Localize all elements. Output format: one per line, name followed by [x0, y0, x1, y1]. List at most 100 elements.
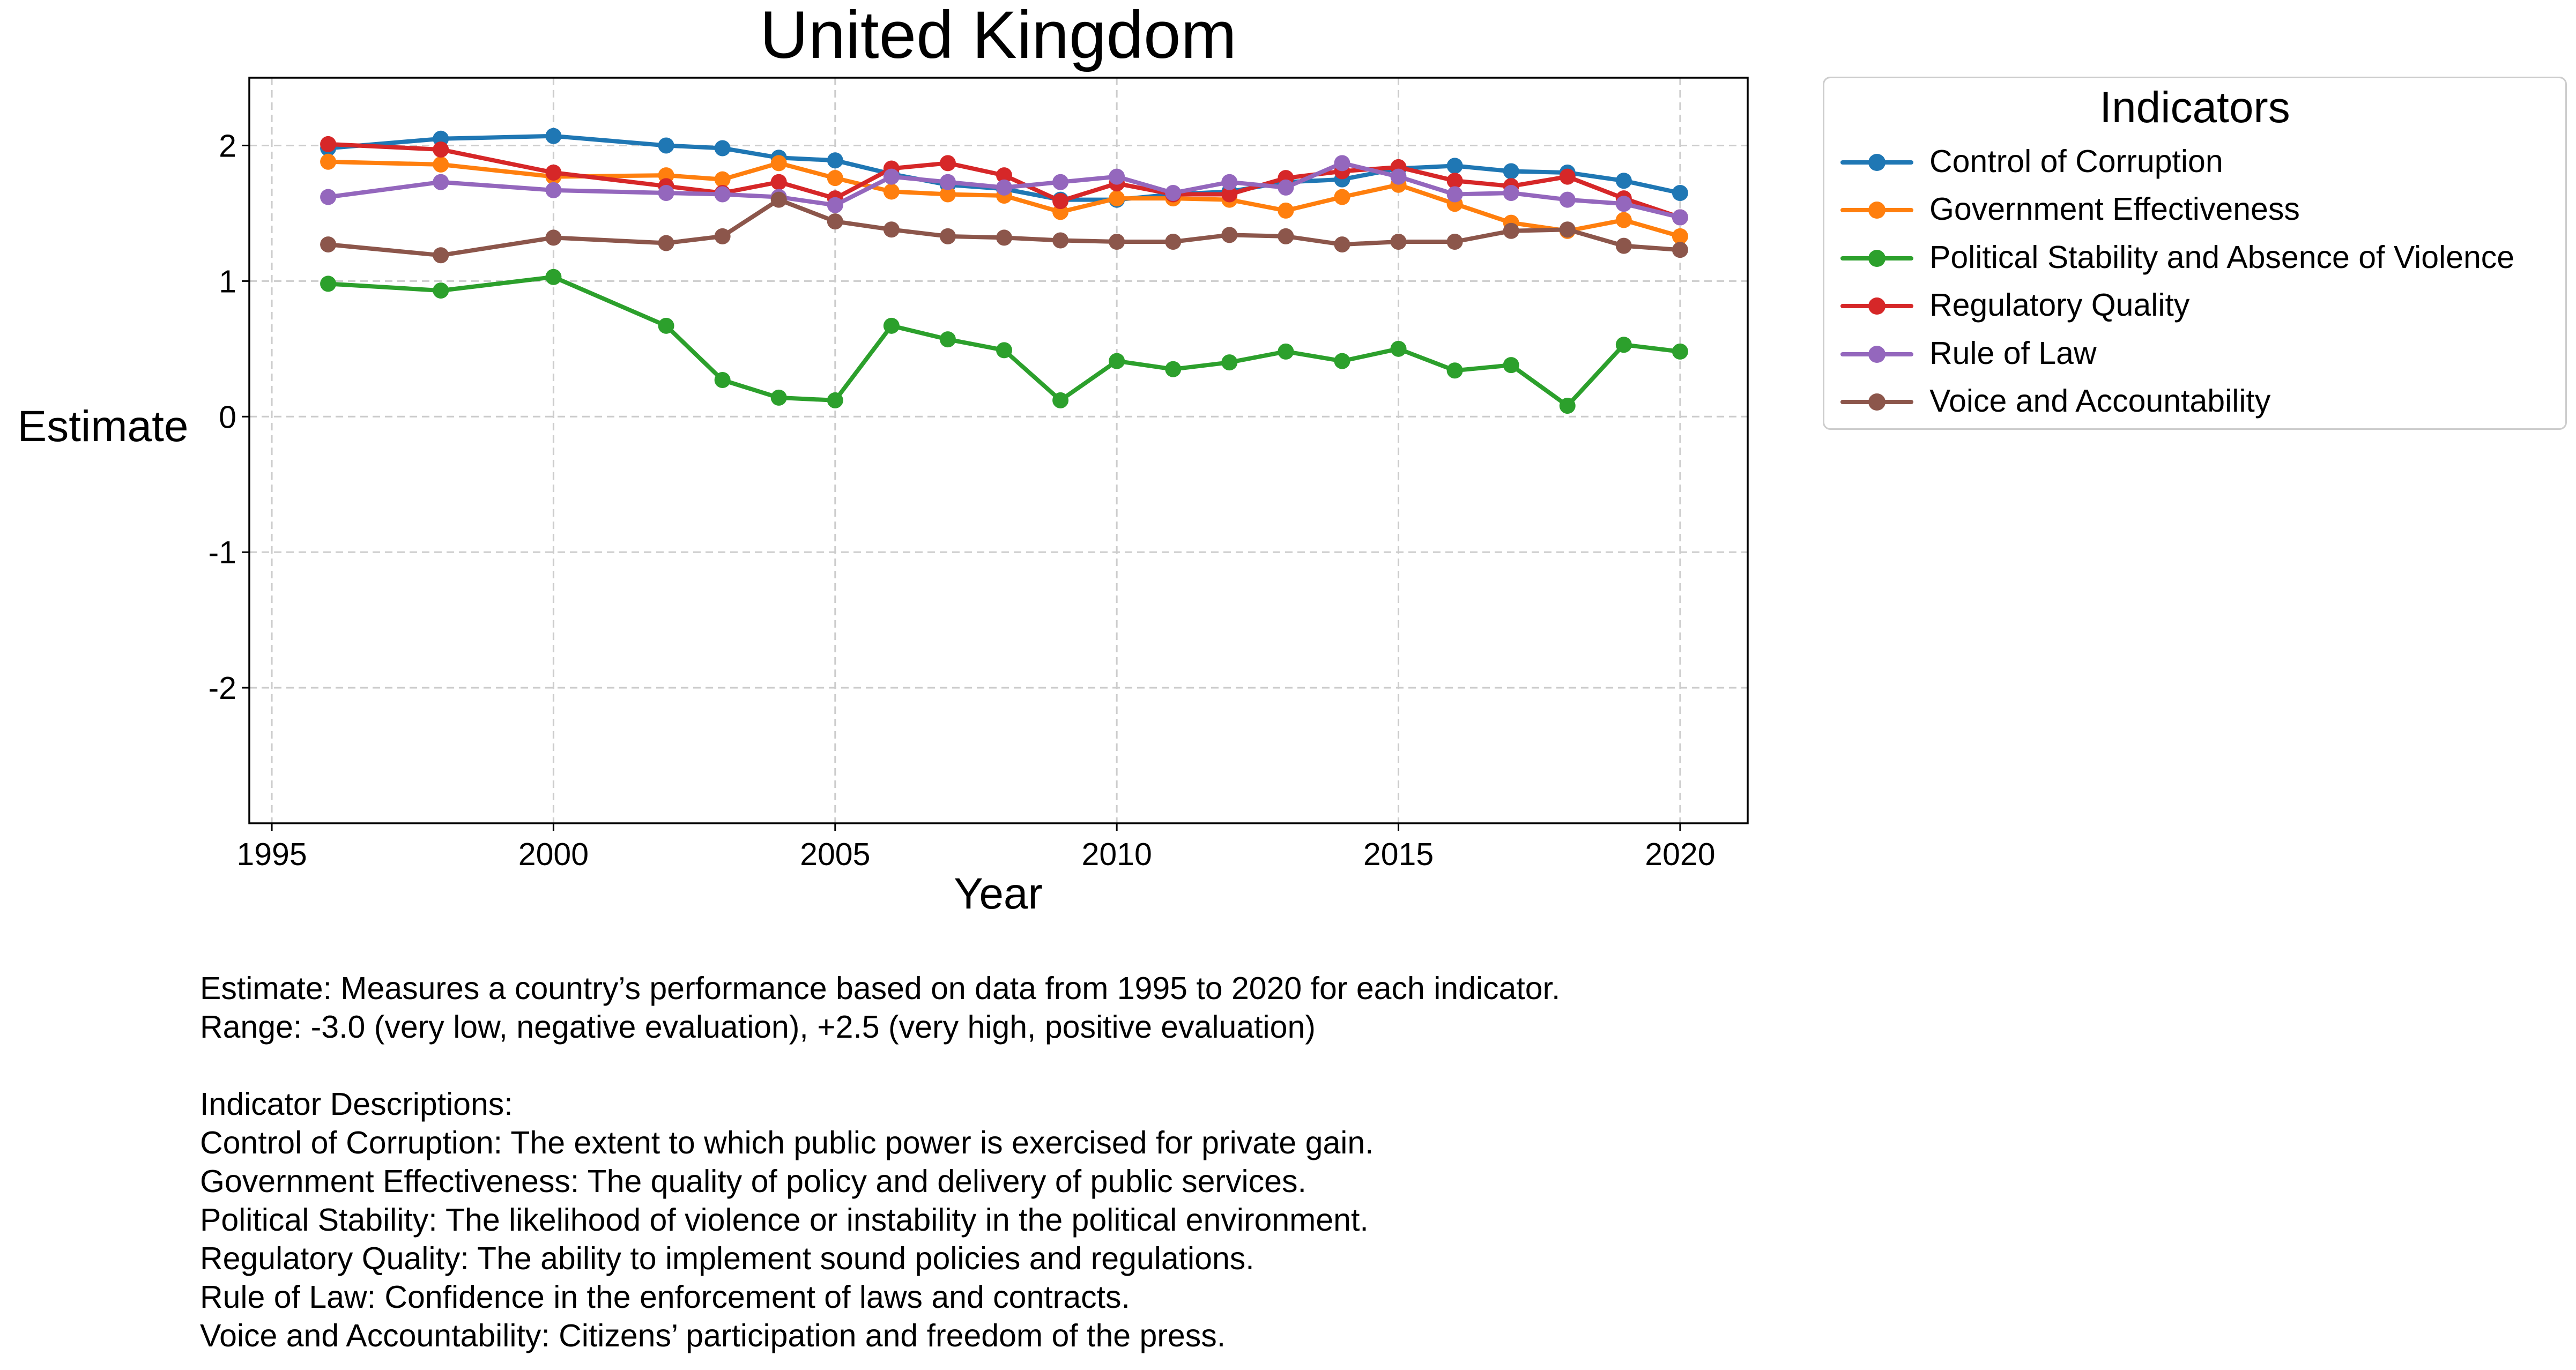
data-point [939, 174, 956, 190]
x-tick-label: 2010 [1082, 837, 1152, 872]
note-description: Rule of Law: Confidence in the enforceme… [200, 1279, 1130, 1315]
legend: Indicators Control of Corruption Governm… [1823, 77, 2567, 430]
data-point [1109, 190, 1125, 207]
data-point [545, 165, 562, 181]
note-estimate: Estimate: Measures a country’s performan… [200, 971, 1561, 1006]
data-point [1165, 234, 1182, 250]
series-line [326, 274, 1682, 408]
chart-title: United Kingdom [760, 0, 1236, 72]
data-point [1278, 179, 1294, 196]
legend-list: Control of Corruption Government Effecti… [1835, 137, 2514, 425]
data-point [320, 136, 337, 152]
data-point [827, 170, 843, 187]
data-point [1221, 186, 1238, 203]
data-point [827, 197, 843, 213]
legend-label: Regulatory Quality [1929, 287, 2190, 323]
data-point [1109, 168, 1125, 185]
data-point [996, 167, 1013, 184]
data-point [433, 156, 449, 173]
data-point [1672, 184, 1688, 201]
data-point [1446, 186, 1463, 203]
legend-item-regulatory-quality: Regulatory Quality [1835, 281, 2514, 330]
data-point [883, 183, 900, 200]
x-tick-label: 2005 [800, 837, 870, 872]
data-point [1052, 174, 1069, 190]
data-point [714, 228, 731, 244]
legend-label: Rule of Law [1929, 335, 2097, 371]
data-point [1334, 189, 1350, 205]
axis-ticks: 1995 2000 2005 2010 2015 2020 -2 -1 0 1 2 [209, 128, 1716, 872]
x-tick-label: 2020 [1645, 837, 1715, 872]
data-point [714, 186, 731, 203]
data-point [1672, 209, 1688, 226]
legend-swatch [1835, 193, 1919, 225]
chart-notes: Estimate: Measures a country’s performan… [200, 969, 1560, 1355]
data-point [1390, 340, 1407, 357]
data-point [1278, 343, 1294, 360]
data-point [1503, 184, 1519, 201]
legend-label: Control of Corruption [1929, 143, 2223, 179]
chart: 1995 2000 2005 2010 2015 2020 -2 -1 0 1 2 United K… [18, 0, 1749, 918]
data-point [1052, 392, 1069, 408]
data-point [433, 247, 449, 264]
data-point [714, 140, 731, 157]
y-tick-label: 0 [219, 399, 236, 435]
data-point [433, 142, 449, 158]
data-point [658, 184, 674, 201]
data-point [433, 282, 449, 299]
data-point [1334, 353, 1350, 369]
data-point [1503, 222, 1519, 239]
data-point [939, 155, 956, 172]
legend-label: Voice and Accountability [1929, 383, 2271, 419]
data-point [827, 392, 843, 408]
legend-swatch [1835, 385, 1919, 417]
legend-title: Indicators [2099, 83, 2290, 132]
series-political-stability-and-absence-of-violence [320, 269, 1688, 414]
data-point [1390, 234, 1407, 250]
legend-label: Political Stability and Absence of Viole… [1929, 239, 2515, 275]
legend-item-political-stability: Political Stability and Absence of Viole… [1835, 233, 2514, 281]
data-point [714, 371, 731, 388]
data-point [714, 171, 731, 188]
data-point [1221, 354, 1238, 371]
note-description: Regulatory Quality: The ability to imple… [200, 1241, 1254, 1276]
legend-item-government-effectiveness: Government Effectiveness [1835, 185, 2514, 234]
data-point [320, 189, 337, 205]
data-point [1615, 196, 1632, 212]
data-point [1503, 163, 1519, 180]
y-tick-label: 2 [219, 128, 236, 163]
series-line [326, 142, 1682, 220]
y-tick-label: -1 [209, 535, 236, 570]
data-point [320, 276, 337, 292]
note-description: Government Effectiveness: The quality of… [200, 1164, 1306, 1199]
x-tick-label: 1995 [236, 837, 307, 872]
series-line [326, 159, 1682, 239]
data-point [827, 152, 843, 169]
data-point [1052, 193, 1069, 210]
legend-item-control-of-corruption: Control of Corruption [1835, 137, 2514, 185]
data-point [939, 186, 956, 203]
data-point [1615, 237, 1632, 254]
data-point [1334, 236, 1350, 253]
note-description: Voice and Accountability: Citizens’ part… [200, 1318, 1226, 1353]
data-point [545, 229, 562, 246]
data-point [1559, 398, 1576, 414]
note-range: Range: -3.0 (very low, negative evaluati… [200, 1009, 1316, 1045]
data-point [1672, 242, 1688, 258]
data-point [1109, 234, 1125, 250]
legend-label: Government Effectiveness [1929, 191, 2300, 227]
data-point [1109, 353, 1125, 369]
data-point [1052, 232, 1069, 249]
data-point [545, 182, 562, 198]
y-tick-label: 1 [219, 264, 236, 299]
data-point [883, 221, 900, 238]
data-point [883, 317, 900, 334]
data-point [1446, 158, 1463, 174]
data-point [1390, 168, 1407, 185]
data-point [770, 191, 787, 208]
data-point [939, 331, 956, 348]
data-point [1672, 343, 1688, 360]
y-tick-label: -2 [209, 671, 236, 706]
data-point [1278, 228, 1294, 244]
legend-swatch [1835, 337, 1919, 369]
